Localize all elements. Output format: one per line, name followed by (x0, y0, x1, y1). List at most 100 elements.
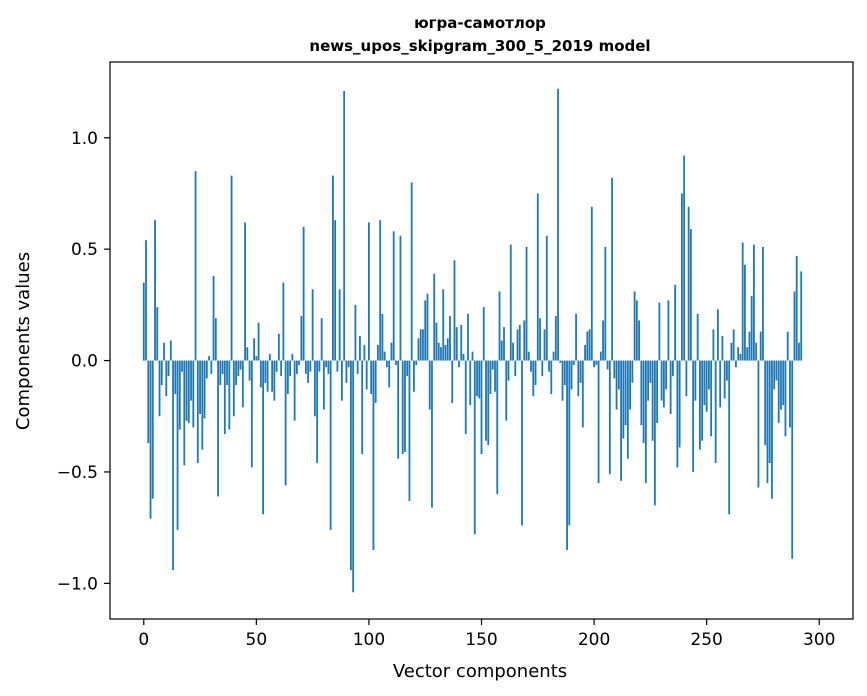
bar (467, 313, 469, 361)
bar (795, 255, 798, 361)
bar (295, 360, 298, 374)
bar (356, 360, 359, 374)
bar (771, 360, 773, 499)
bar (214, 318, 217, 361)
bar (683, 155, 686, 361)
x-tick-label: 250 (690, 630, 722, 650)
bar (322, 360, 325, 410)
bar (257, 322, 260, 361)
bar (696, 313, 699, 361)
bar (593, 360, 595, 368)
x-axis-label: Vector components (393, 661, 567, 682)
bar (498, 291, 501, 361)
bar (692, 360, 695, 472)
bar (642, 360, 645, 443)
bar (656, 360, 659, 423)
bar (687, 206, 690, 361)
bar (372, 360, 375, 550)
bar (246, 347, 249, 361)
bar (316, 360, 319, 464)
bar (561, 360, 564, 401)
bar (539, 318, 541, 361)
bar (223, 360, 226, 435)
bar (509, 244, 512, 361)
bar (154, 220, 156, 361)
bar (717, 309, 719, 361)
bar (793, 291, 796, 361)
bar (163, 342, 165, 361)
bar (764, 360, 767, 446)
bar (563, 360, 566, 386)
bar (354, 304, 357, 361)
bar (435, 322, 438, 361)
bar (633, 291, 636, 361)
bar (455, 327, 458, 361)
bar (543, 329, 546, 361)
bar (271, 360, 274, 392)
bar (784, 360, 787, 437)
bar (617, 360, 620, 390)
bar (620, 360, 622, 481)
bar (644, 360, 647, 484)
bar (458, 360, 460, 368)
bar (550, 360, 553, 394)
bar (647, 360, 650, 401)
bar (399, 235, 402, 361)
bar (147, 360, 150, 443)
bar (777, 360, 780, 423)
bar (381, 313, 384, 361)
bar (726, 360, 728, 381)
bar (291, 353, 294, 361)
bar (482, 307, 485, 361)
bar (638, 320, 641, 361)
bar (444, 344, 447, 361)
bar (390, 342, 393, 361)
bar (370, 360, 373, 394)
bar (678, 360, 681, 448)
y-tick-label: 1.0 (71, 129, 98, 149)
bar (649, 360, 652, 383)
bar (660, 360, 663, 401)
bar (588, 329, 591, 361)
bar (480, 360, 483, 455)
bar (744, 264, 746, 361)
bar (505, 360, 508, 421)
bar (208, 356, 210, 361)
bar (782, 360, 785, 406)
chart-subtitle: news_upos_skipgram_300_5_2019 model (309, 37, 650, 55)
bar (748, 331, 751, 361)
bar (264, 360, 267, 383)
bar (775, 360, 778, 381)
bar (721, 336, 724, 361)
bar (548, 360, 550, 372)
bar (329, 360, 332, 530)
bar (732, 329, 735, 361)
bar (397, 360, 400, 459)
bar (757, 360, 760, 488)
bar (253, 338, 255, 361)
bars-group (142, 88, 803, 593)
x-tick-label: 50 (246, 630, 268, 650)
bar (313, 360, 316, 417)
bar (735, 360, 737, 368)
bar (190, 360, 192, 401)
bar (325, 360, 328, 368)
bar (597, 360, 600, 484)
bar (268, 353, 271, 361)
bar (334, 220, 337, 361)
bar (350, 360, 352, 570)
bar (318, 360, 321, 372)
bar (651, 360, 654, 441)
bar (273, 360, 276, 401)
bar (406, 360, 409, 377)
bar (424, 300, 427, 361)
bar (705, 360, 708, 412)
bar (714, 360, 717, 464)
bar (451, 360, 454, 403)
bar (800, 271, 803, 361)
bar (210, 360, 213, 374)
bar (151, 360, 154, 499)
bar (710, 360, 713, 437)
bar (185, 360, 188, 421)
